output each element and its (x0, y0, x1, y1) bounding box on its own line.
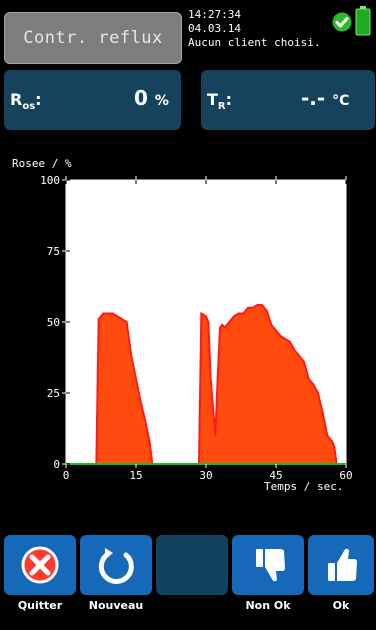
x-tick-label: 0 (63, 469, 70, 482)
dew-ratio-panel: Ros: 0 % (4, 70, 181, 130)
y-axis-label: Rosee / % (12, 157, 72, 170)
battery-icon (355, 6, 371, 36)
x-axis-label: Temps / sec. (264, 480, 343, 493)
not-ok-button[interactable] (232, 535, 304, 595)
new-label: Nouveau (88, 599, 144, 612)
dew-chart: Rosee / % Temps / sec. 0 25 50 75 100 0 15 30 45… (12, 157, 353, 493)
empty-button (156, 535, 228, 595)
dew-line (66, 303, 346, 465)
dew-temp-value: -.- °C (301, 86, 350, 110)
status-info: 14:27:34 04.03.14 Aucun client choisi. (188, 8, 320, 50)
y-tick-label: 0 (53, 458, 60, 471)
not-ok-label: Non Ok (245, 599, 291, 612)
y-tick-label: 25 (47, 387, 60, 400)
dew-area (66, 304, 346, 464)
dew-ratio-label: Ros: (10, 90, 42, 113)
close-icon (21, 546, 59, 584)
client-text: Aucun client choisi. (188, 36, 321, 49)
y-tick-label: 100 (40, 174, 60, 187)
quit-label: Quitter (17, 599, 63, 612)
thumbs-down-icon (256, 549, 285, 582)
ok-button[interactable] (308, 535, 374, 595)
y-tick-label: 75 (47, 245, 60, 258)
thumbs-up-icon (328, 548, 357, 581)
dew-temp-panel: TR: -.- °C (201, 70, 375, 130)
x-tick-label: 60 (339, 469, 352, 482)
quit-button[interactable] (4, 535, 76, 595)
time-text: 14:27:34 (188, 8, 241, 21)
ok-label: Ok (332, 599, 350, 612)
dew-ratio-value: 0 % (134, 86, 169, 110)
x-tick-label: 30 (199, 469, 212, 482)
date-text: 04.03.14 (188, 22, 241, 35)
mode-button[interactable]: Contr. reflux (4, 12, 182, 64)
dew-temp-label: TR: (207, 90, 233, 113)
new-button[interactable] (80, 535, 152, 595)
check-icon (332, 12, 352, 32)
y-tick-label: 50 (47, 316, 60, 329)
x-tick-label: 45 (269, 469, 282, 482)
refresh-icon (98, 548, 134, 584)
x-tick-label: 15 (129, 469, 142, 482)
